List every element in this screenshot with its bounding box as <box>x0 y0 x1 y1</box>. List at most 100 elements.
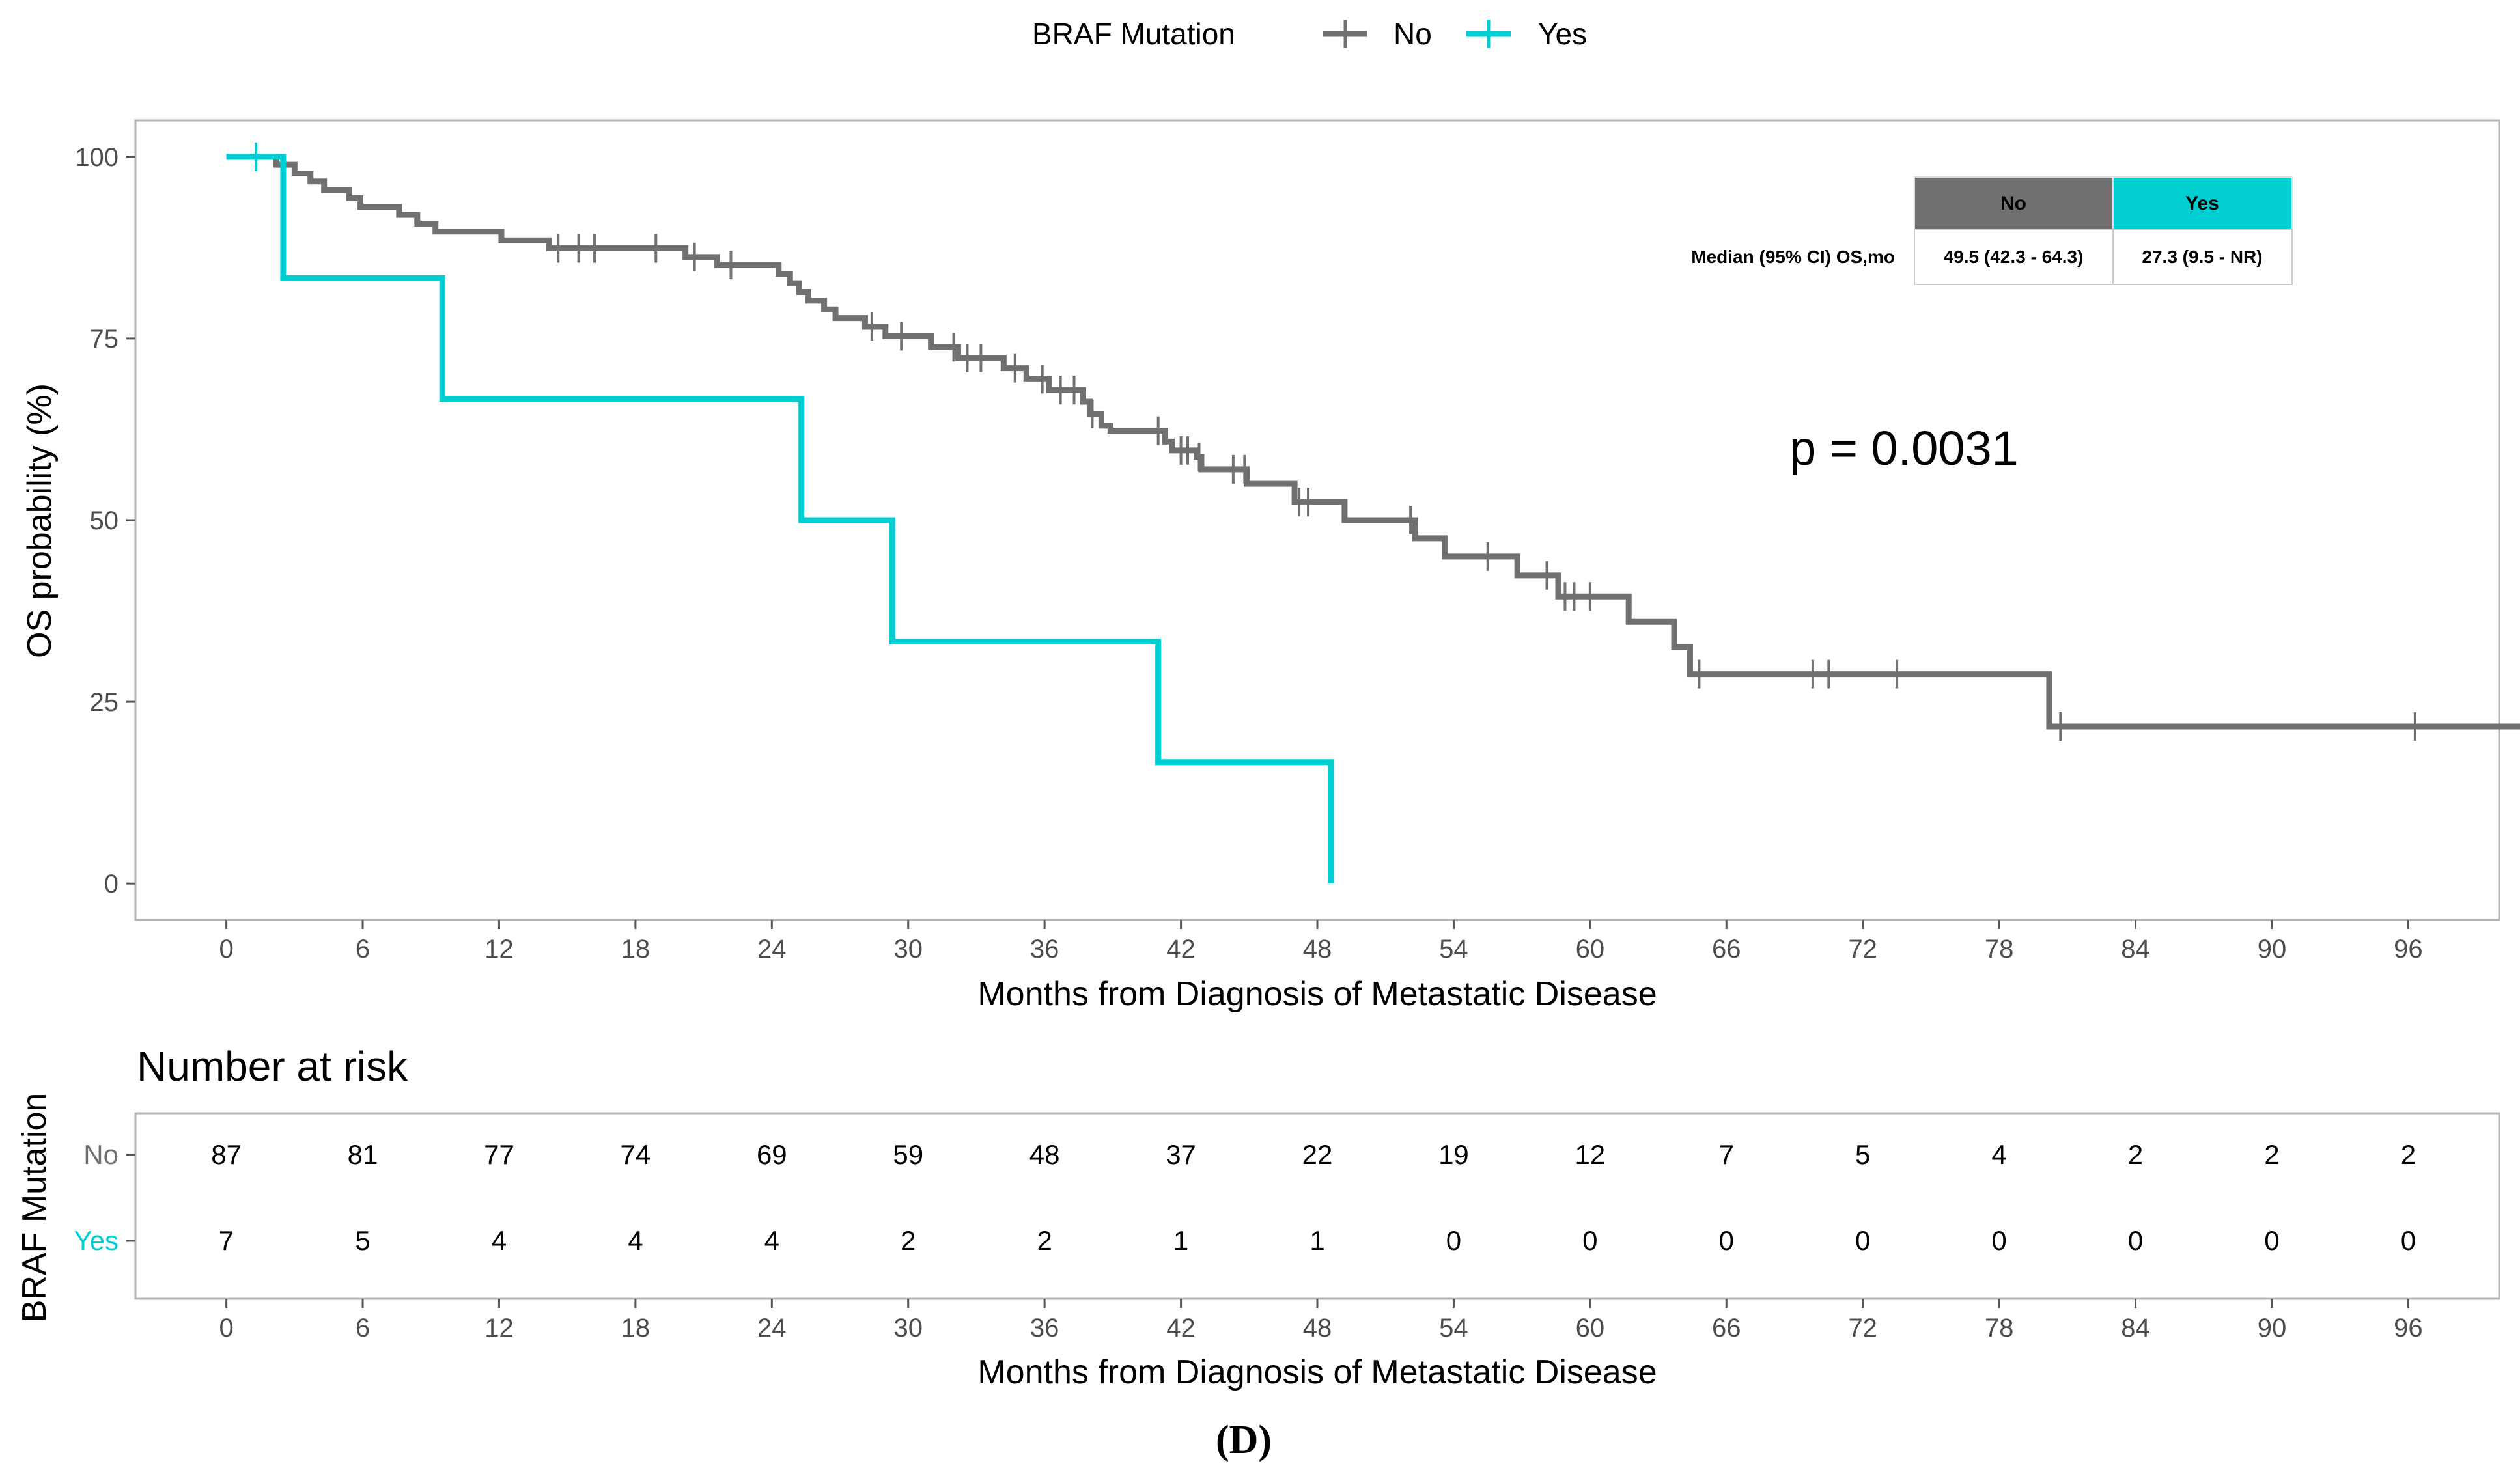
risk-count-no-60: 12 <box>1575 1139 1605 1170</box>
risk-x-tick-label-6: 6 <box>356 1314 370 1342</box>
x-tick-label-18: 18 <box>621 935 651 963</box>
p-value-annotation: p = 0.0031 <box>1789 421 2019 475</box>
risk-count-no-42: 37 <box>1166 1139 1196 1170</box>
risk-table-panel <box>134 1112 2500 1300</box>
risk-count-no-6: 81 <box>348 1139 378 1170</box>
risk-count-yes-72: 0 <box>1855 1225 1870 1256</box>
figure-caption: (D) <box>1216 1418 1272 1462</box>
risk-count-yes-36: 2 <box>1037 1225 1052 1256</box>
risk-x-axis: 0 6 12 18 24 30 36 42 48 54 60 66 72 78 84 90 96 <box>219 1299 2423 1342</box>
risk-x-tick-label-36: 36 <box>1030 1314 1059 1342</box>
y-tick-label-75: 75 <box>90 325 119 353</box>
risk-count-yes-54: 0 <box>1446 1225 1461 1256</box>
legend-label-yes: Yes <box>1538 17 1587 51</box>
legend-key-yes <box>1466 20 1511 48</box>
risk-count-yes-84: 0 <box>2128 1225 2143 1256</box>
risk-count-no-72: 5 <box>1855 1139 1870 1170</box>
risk-count-no-48: 22 <box>1302 1139 1333 1170</box>
x-tick-label-6: 6 <box>356 935 370 963</box>
y-tick-label-50: 50 <box>90 506 119 535</box>
x-tick-label-72: 72 <box>1848 935 1877 963</box>
risk-count-no-54: 19 <box>1438 1139 1469 1170</box>
risk-x-tick-label-60: 60 <box>1576 1314 1605 1342</box>
y-axis: 0 25 50 75 100 <box>75 143 135 898</box>
median-header-no-text: No <box>2000 193 2026 214</box>
median-cell-no <box>1914 229 2114 285</box>
risk-x-tick-label-90: 90 <box>2258 1314 2287 1342</box>
risk-count-no-12: 77 <box>484 1139 514 1170</box>
median-value-no: 49.5 (42.3 - 64.3) <box>1944 247 2084 267</box>
x-tick-label-90: 90 <box>2258 935 2287 963</box>
median-row-label: Median (95% CI) OS,mo <box>1691 247 1895 267</box>
x-tick-label-84: 84 <box>2121 935 2150 963</box>
x-tick-label-30: 30 <box>893 935 923 963</box>
risk-x-tick-label-66: 66 <box>1712 1314 1741 1342</box>
median-cell-yes <box>2112 229 2293 285</box>
risk-count-yes-18: 4 <box>628 1225 643 1256</box>
median-value-yes: 27.3 (9.5 - NR) <box>2142 247 2262 267</box>
risk-count-no-30: 59 <box>893 1139 923 1170</box>
x-tick-label-78: 78 <box>1985 935 2014 963</box>
risk-count-yes-24: 4 <box>764 1225 779 1256</box>
risk-x-tick-label-54: 54 <box>1439 1314 1468 1342</box>
risk-count-yes-6: 5 <box>355 1225 370 1256</box>
risk-x-axis-title: Months from Diagnosis of Metastatic Dise… <box>977 1353 1657 1391</box>
risk-count-no-90: 2 <box>2264 1139 2279 1170</box>
risk-x-tick-label-96: 96 <box>2394 1314 2423 1342</box>
x-tick-label-48: 48 <box>1303 935 1332 963</box>
legend-title: BRAF Mutation <box>1032 17 1235 51</box>
x-tick-label-54: 54 <box>1439 935 1468 963</box>
y-axis-title: OS probability (%) <box>21 383 59 658</box>
risk-count-no-36: 48 <box>1029 1139 1060 1170</box>
risk-count-no-96: 2 <box>2401 1139 2416 1170</box>
risk-y-axis-title: BRAF Mutation <box>16 1093 53 1323</box>
km-curve-no <box>226 154 2520 730</box>
median-header-yes-text: Yes <box>2185 193 2219 214</box>
risk-count-yes-48: 1 <box>1309 1225 1324 1256</box>
y-tick-label-100: 100 <box>75 143 119 172</box>
risk-x-tick-label-0: 0 <box>219 1314 233 1342</box>
risk-count-yes-66: 0 <box>1719 1225 1734 1256</box>
series-no-curve <box>226 142 2520 742</box>
x-axis: 0 6 12 18 24 30 36 42 48 54 60 66 72 78 84 90 96 <box>219 920 2423 963</box>
x-tick-label-42: 42 <box>1166 935 1196 963</box>
risk-count-yes-90: 0 <box>2264 1225 2279 1256</box>
risk-count-yes-0: 7 <box>219 1225 234 1256</box>
risk-x-tick-label-72: 72 <box>1848 1314 1877 1342</box>
series-yes-curve <box>226 142 1334 884</box>
risk-x-tick-label-24: 24 <box>757 1314 787 1342</box>
x-tick-label-0: 0 <box>219 935 233 963</box>
risk-count-yes-60: 0 <box>1582 1225 1597 1256</box>
median-table: Median (95% CI) OS,mo No Yes 49.5 (42.3 … <box>1691 176 2293 285</box>
risk-count-no-78: 4 <box>1991 1139 2006 1170</box>
risk-row-label-yes: Yes <box>74 1225 119 1256</box>
x-tick-label-36: 36 <box>1030 935 1059 963</box>
x-tick-label-66: 66 <box>1712 935 1741 963</box>
risk-count-no-84: 2 <box>2128 1139 2143 1170</box>
x-tick-label-96: 96 <box>2394 935 2423 963</box>
risk-x-tick-label-48: 48 <box>1303 1314 1332 1342</box>
median-header-yes <box>2112 176 2293 230</box>
legend-label-no: No <box>1393 17 1432 51</box>
km-curve-yes <box>226 154 1334 884</box>
legend: BRAF Mutation No Yes <box>1032 17 1587 51</box>
y-tick-label-0: 0 <box>104 870 119 898</box>
risk-count-yes-30: 2 <box>901 1225 916 1256</box>
risk-table-title: Number at risk <box>137 1043 408 1090</box>
legend-key-no <box>1323 20 1367 48</box>
risk-x-tick-label-30: 30 <box>893 1314 923 1342</box>
risk-count-no-66: 7 <box>1719 1139 1734 1170</box>
risk-count-yes-12: 4 <box>492 1225 507 1256</box>
risk-count-no-0: 87 <box>211 1139 242 1170</box>
risk-x-tick-label-84: 84 <box>2121 1314 2150 1342</box>
x-tick-label-60: 60 <box>1576 935 1605 963</box>
risk-count-yes-78: 0 <box>1991 1225 2006 1256</box>
risk-x-tick-label-18: 18 <box>621 1314 651 1342</box>
risk-x-tick-label-42: 42 <box>1166 1314 1196 1342</box>
x-tick-label-12: 12 <box>484 935 514 963</box>
x-tick-label-24: 24 <box>757 935 787 963</box>
x-axis-title: Months from Diagnosis of Metastatic Dise… <box>977 975 1657 1013</box>
risk-x-tick-label-12: 12 <box>484 1314 514 1342</box>
risk-count-no-24: 69 <box>757 1139 787 1170</box>
